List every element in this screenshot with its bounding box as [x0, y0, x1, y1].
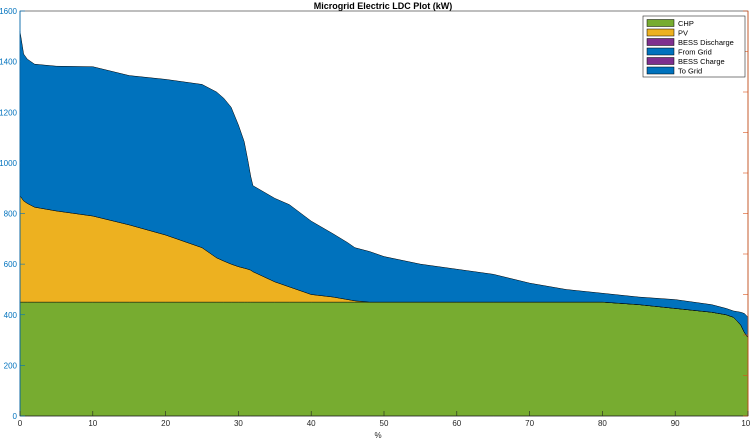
- x-tick-label: 50: [380, 419, 389, 428]
- x-tick-label: 30: [234, 419, 243, 428]
- left-tick-label: 800: [4, 210, 18, 219]
- left-tick-label: 1000: [0, 159, 18, 168]
- x-tick-label: 80: [598, 419, 607, 428]
- chart-title: Microgrid Electric LDC Plot (kW): [314, 1, 453, 11]
- legend-label: CHP: [678, 19, 694, 28]
- x-tick-label: 60: [452, 419, 461, 428]
- legend-swatch: [646, 38, 675, 46]
- areas-layer: [19, 31, 749, 417]
- x-axis-label: %: [374, 431, 381, 440]
- x-tick-label: 100: [741, 419, 750, 428]
- legend-swatch: [646, 19, 675, 27]
- x-tick-label: 40: [307, 419, 316, 428]
- bottom-axis: 0 10 20 30 40 50 60 70 80 90 100: [18, 411, 750, 428]
- x-tick-label: 20: [161, 419, 170, 428]
- x-tick-label: 0: [18, 419, 23, 428]
- left-tick-label: 1200: [0, 108, 18, 117]
- area-chp: [19, 301, 749, 417]
- legend-label: PV: [678, 29, 688, 38]
- x-tick-label: 90: [671, 419, 680, 428]
- left-tick-label: 600: [4, 260, 18, 269]
- legend-swatch: [646, 28, 675, 37]
- left-axis: 0 200 400 600 800 1000 1200 1400 1600: [0, 7, 25, 421]
- legend-swatch: [646, 66, 675, 75]
- legend-swatch: [646, 57, 675, 65]
- legend-label: BESS Charge: [678, 57, 725, 66]
- left-tick-label: 200: [4, 361, 18, 370]
- x-tick-label: 10: [88, 419, 97, 428]
- left-tick-label: 1400: [0, 58, 18, 67]
- legend-label: From Grid: [678, 48, 712, 57]
- legend-swatch: [646, 47, 675, 56]
- x-tick-label: 70: [525, 419, 534, 428]
- left-tick-label: 1600: [0, 7, 18, 16]
- left-tick-label: 400: [4, 311, 18, 320]
- legend-label: To Grid: [678, 67, 702, 76]
- left-tick-label: 0: [13, 412, 18, 421]
- legend-label: BESS Discharge: [678, 38, 734, 47]
